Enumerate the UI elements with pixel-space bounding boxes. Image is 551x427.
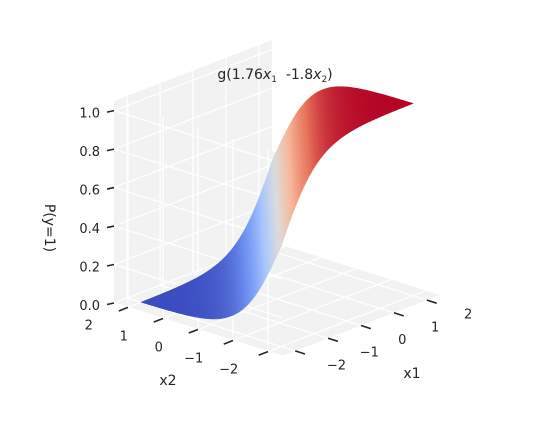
floor-gridline-y <box>232 278 392 342</box>
x-tick-label: 2 <box>464 308 472 323</box>
x-tick-label: 0 <box>398 333 406 348</box>
x-tick-mark <box>294 350 306 355</box>
z-tick-mark <box>106 263 115 267</box>
right-gridline-z <box>113 202 273 266</box>
y-tick-mark <box>188 328 199 334</box>
title-sub1: 1 <box>271 75 277 85</box>
x-tick-mark <box>393 312 404 317</box>
y-tick-mark <box>153 317 164 323</box>
x-tick-label: 1 <box>431 320 439 335</box>
right-gridline-z <box>113 126 273 189</box>
z-tick-label: 0.2 <box>79 261 100 276</box>
surface <box>140 86 414 320</box>
y-tick-label: 0 <box>155 341 163 356</box>
z-tick-mark <box>106 109 115 113</box>
title-var2: x <box>312 67 322 83</box>
title-suffix: ) <box>327 67 332 83</box>
y-tick-label: −1 <box>184 352 203 367</box>
x-axis-label: x1 <box>403 366 420 382</box>
z-tick-label: 0.8 <box>79 145 100 160</box>
left-gridline-z <box>113 110 283 165</box>
z-tick-mark <box>106 148 115 152</box>
y-tick-mark <box>258 350 269 356</box>
x-tick-mark <box>426 299 437 304</box>
z-tick-label: 0.4 <box>79 222 100 237</box>
z-tick-mark <box>106 225 115 229</box>
y-tick-label: 1 <box>120 330 128 345</box>
title-prefix: g(1.76 <box>217 67 263 83</box>
right-gridline-z <box>113 164 273 227</box>
title-sub2: 2 <box>321 75 327 85</box>
right-gridline-z <box>113 87 273 150</box>
y-axis-label: x2 <box>159 373 176 389</box>
z-tick-label: 0.0 <box>79 299 100 314</box>
x-tick-label: −1 <box>360 346 379 361</box>
y-tick-label: 2 <box>85 318 93 333</box>
tick-marks <box>106 109 437 356</box>
floor-gridline-y <box>197 267 357 331</box>
right-gridline-z <box>113 49 273 112</box>
surface-patch <box>277 236 285 255</box>
tick-labels: −2 −1 0 1 2 −2 −1 0 1 2 0.0 0.2 0.4 0.6 0.8 1.0 <box>79 107 472 378</box>
y-tick-mark <box>223 339 234 345</box>
title-var1: x <box>262 67 272 83</box>
z-tick-mark <box>106 302 115 306</box>
z-tick-label: 1.0 <box>79 107 100 122</box>
title-middle: -1.8 <box>277 67 313 83</box>
y-tick-label: −2 <box>219 363 238 378</box>
x-tick-mark <box>327 337 339 343</box>
z-axis-label: P(y=1) <box>41 204 57 252</box>
floor-gridline-y <box>267 290 427 353</box>
y-tick-mark <box>118 306 129 312</box>
x-tick-mark <box>360 324 372 330</box>
chart-title: g(1.76x1 -1.8x2) <box>217 67 332 85</box>
z-tick-mark <box>106 186 115 190</box>
z-tick-label: 0.6 <box>79 184 100 199</box>
x-tick-label: −2 <box>327 358 346 373</box>
left-gridline-z <box>113 148 283 203</box>
